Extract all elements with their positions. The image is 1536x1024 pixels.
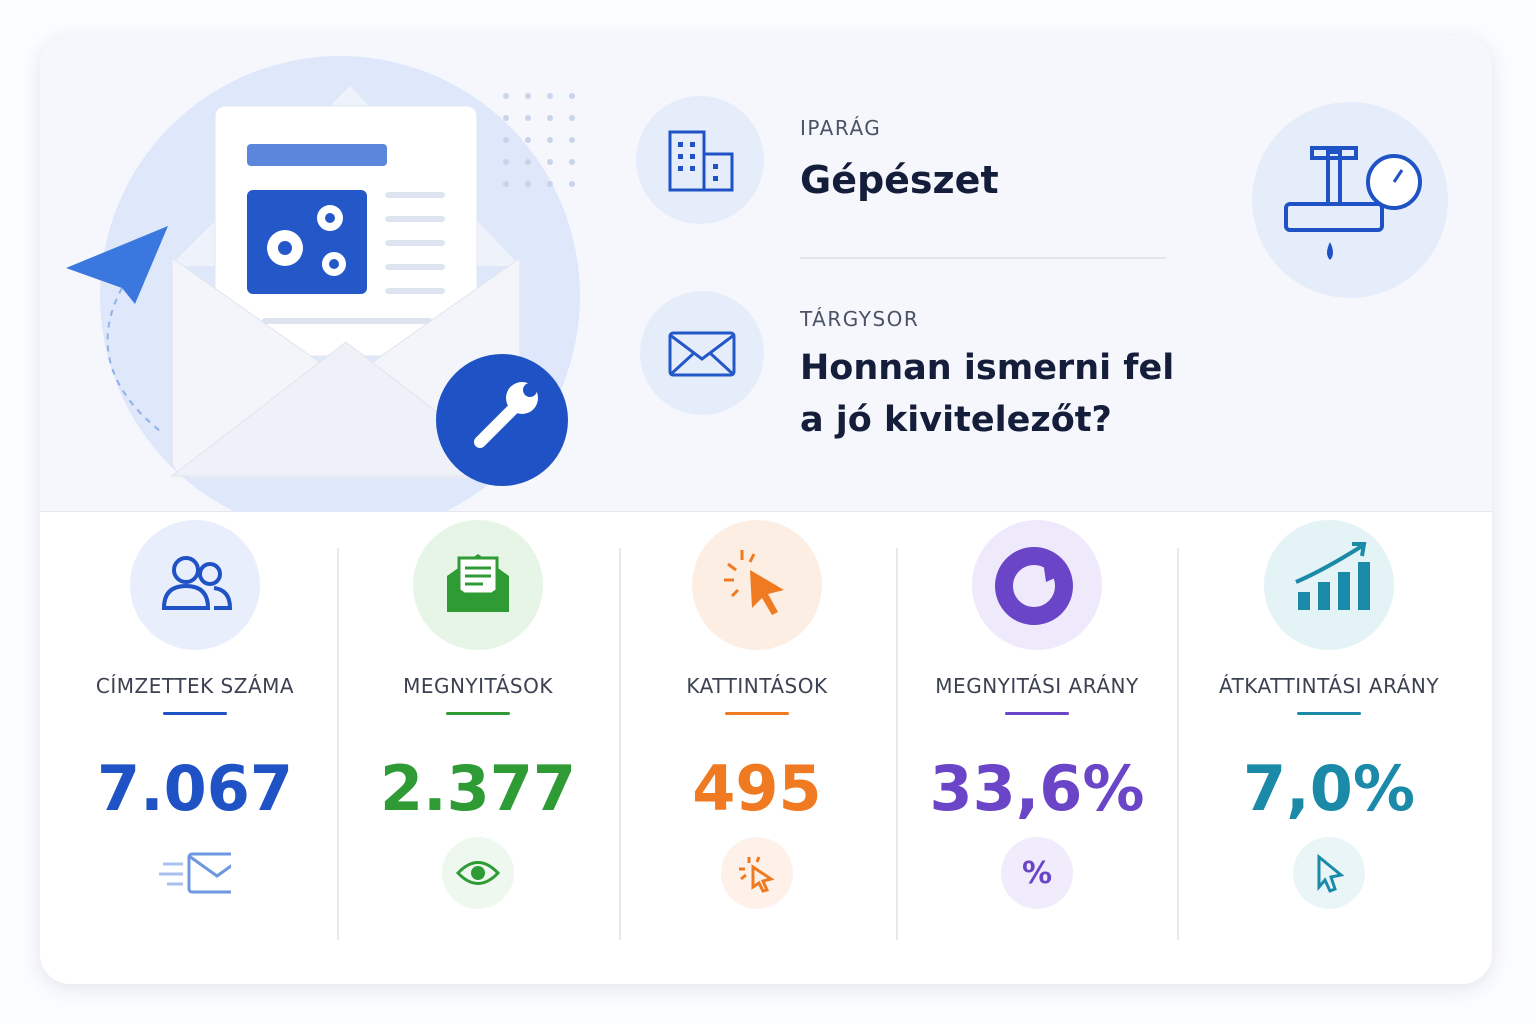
- subject-label: TÁRGYSOR: [800, 307, 920, 331]
- metric-underline: [446, 712, 510, 715]
- summary-card: IPARÁG Gépészet TÁRGYSOR Honnan ismerni …: [40, 36, 1492, 984]
- divider: [800, 257, 1166, 259]
- metric-underline: [1297, 712, 1361, 715]
- metric-label: KATTINTÁSOK: [686, 674, 828, 698]
- metric-value: 495: [692, 752, 822, 825]
- metric-underline: [725, 712, 789, 715]
- metric-label: CÍMZETTEK SZÁMA: [95, 674, 295, 698]
- metric: CÍMZETTEK SZÁMA 7.067: [50, 512, 340, 932]
- metric-badge: [1293, 837, 1365, 909]
- metric: MEGNYITÁSOK 2.377: [333, 512, 623, 932]
- industry-value: Gépészet: [800, 158, 999, 202]
- illustration: [66, 56, 580, 512]
- metric-icon: [692, 520, 822, 650]
- industry-icon: [636, 96, 764, 224]
- metric: MEGNYITÁSI ARÁNY 33,6%%: [892, 512, 1182, 932]
- header-panel: IPARÁG Gépészet TÁRGYSOR Honnan ismerni …: [40, 36, 1492, 512]
- metric-value: 7,0%: [1243, 752, 1415, 825]
- metric-badge: [721, 837, 793, 909]
- machine-icon: [1252, 102, 1448, 298]
- column-separator: [337, 548, 339, 940]
- metric-icon: [972, 520, 1102, 650]
- metric-underline: [163, 712, 227, 715]
- metric: KATTINTÁSOK 495: [612, 512, 902, 932]
- metric-icon: [1264, 520, 1394, 650]
- metric-badge: [159, 837, 231, 909]
- metric-underline: [1005, 712, 1069, 715]
- column-separator: [1177, 548, 1179, 940]
- metric: ÁTKATTINTÁSI ARÁNY 7,0%: [1184, 512, 1474, 932]
- column-separator: [896, 548, 898, 940]
- column-separator: [619, 548, 621, 940]
- metric-icon: [130, 520, 260, 650]
- metric-label: MEGNYITÁSI ARÁNY: [935, 674, 1139, 698]
- metric-badge: [442, 837, 514, 909]
- metric-badge: %: [1001, 837, 1073, 909]
- subject-icon: [640, 291, 764, 415]
- metric-value: 33,6%: [929, 752, 1145, 825]
- metric-label: ÁTKATTINTÁSI ARÁNY: [1218, 674, 1440, 698]
- metric-icon: [413, 520, 543, 650]
- metric-label: MEGNYITÁSOK: [403, 674, 553, 698]
- metric-value: 2.377: [379, 752, 577, 825]
- metric-value: 7.067: [96, 752, 294, 825]
- subject-value: Honnan ismerni fel a jó kivitelezőt?: [800, 348, 1175, 440]
- industry-label: IPARÁG: [800, 116, 882, 140]
